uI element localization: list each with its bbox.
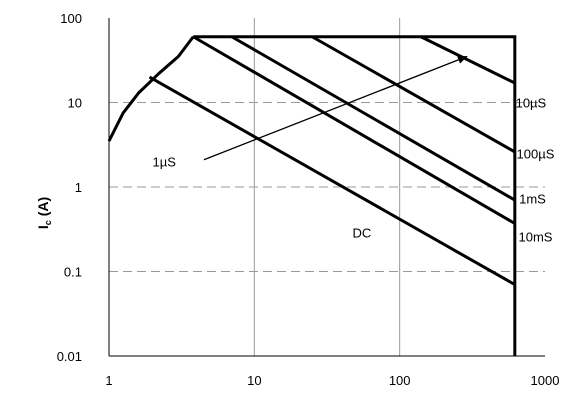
- series-group: [107, 35, 516, 286]
- series-line-100s: [311, 35, 516, 154]
- y-tick-label: 1: [75, 180, 82, 195]
- series-label: 10µS: [516, 96, 547, 111]
- y-tick-label: 0.1: [64, 265, 82, 280]
- y-tick-label: 10: [68, 96, 82, 111]
- series-line-1ms: [231, 35, 516, 202]
- series-label: 1µS: [153, 155, 177, 170]
- annotations: 10µS 100µS 1mS 10mS DC 1µS: [153, 55, 555, 244]
- y-axis-label: Ic(A): [35, 197, 53, 229]
- y-axis-ticks: 100 10 1 0.1 0.01: [57, 11, 82, 364]
- rising-current-curve: [107, 35, 195, 142]
- pulse-arrow: [203, 55, 468, 161]
- x-axis-ticks: 1 10 100 1000: [105, 373, 559, 388]
- series-line-dc: [148, 75, 516, 286]
- series-label: 100µS: [517, 146, 555, 161]
- soa-boundary-line: [193, 35, 517, 356]
- grid: [109, 18, 545, 356]
- series-label: 1mS: [519, 192, 546, 207]
- series-line-10s: [420, 35, 516, 85]
- series-label: 10mS: [518, 229, 552, 244]
- series-label: DC: [353, 225, 372, 240]
- x-tick-label: 100: [389, 373, 411, 388]
- x-tick-label: 10: [247, 373, 261, 388]
- x-tick-label: 1: [105, 373, 112, 388]
- boundary: [193, 35, 517, 356]
- series-line-10ms: [192, 35, 516, 225]
- y-tick-label: 0.01: [57, 349, 82, 364]
- plot-frame: [108, 18, 545, 357]
- x-tick-label: 1000: [531, 373, 560, 388]
- y-tick-label: 100: [60, 11, 82, 26]
